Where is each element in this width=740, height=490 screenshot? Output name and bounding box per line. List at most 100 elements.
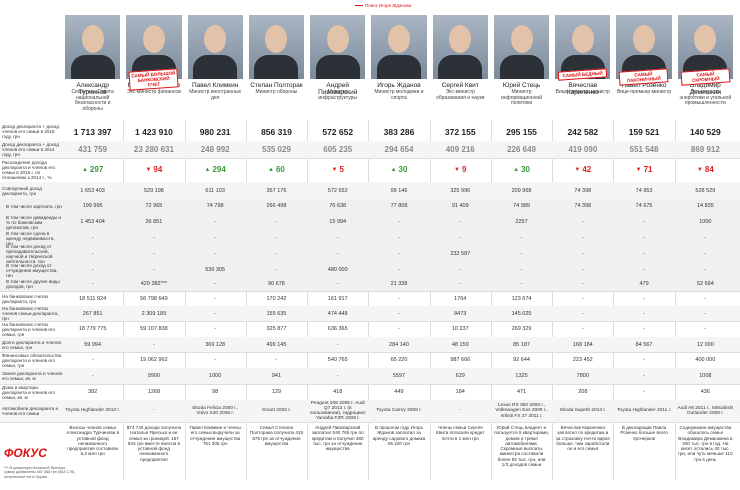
photo-head	[633, 25, 656, 53]
trend-value: 297	[89, 165, 104, 174]
cell: 419 090	[568, 144, 598, 154]
cell: 74 675	[635, 203, 653, 209]
trend-value: 5	[339, 165, 344, 174]
photo-head	[204, 25, 227, 53]
cell: 21 338	[390, 281, 408, 287]
cell: 1000	[209, 373, 222, 379]
cell: -	[275, 219, 278, 225]
row-band	[0, 337, 740, 352]
row-rule	[0, 276, 740, 277]
photo-body	[499, 55, 544, 79]
trend-cell: ▼ 84	[675, 158, 736, 182]
cell: 295 155	[506, 126, 537, 137]
cell: 84 567	[635, 341, 653, 348]
cell: 325 877	[266, 326, 287, 332]
cell: -	[643, 389, 645, 395]
cell: -	[520, 235, 523, 241]
person-name: Игорь Жданов	[377, 82, 421, 89]
cell: -	[275, 235, 278, 241]
cell: 471	[516, 389, 527, 395]
cell: -	[643, 251, 645, 257]
person-title: Министр молодежи и спорта	[374, 89, 424, 101]
cell: 869 912	[690, 144, 720, 154]
note: $74 740 дохода получила Наталья Яресько …	[126, 425, 182, 462]
cell: -	[643, 219, 645, 225]
photo-head	[265, 25, 288, 53]
cell: -	[398, 326, 400, 332]
cell: -	[643, 326, 645, 332]
cell: -	[459, 408, 462, 414]
photo-head	[387, 25, 410, 53]
column-separator	[368, 120, 370, 480]
cell: -	[91, 357, 94, 363]
cell: 535 029	[261, 144, 291, 154]
row-label: На банковских счетах членов семьи деклар…	[2, 306, 59, 321]
row-rule	[0, 351, 740, 352]
person-title: Экс-министр энергетики и угольной промыш…	[679, 89, 732, 107]
person-title: Экс-министр финансов	[126, 89, 181, 95]
cell: 74 398	[574, 187, 592, 194]
photo-head	[571, 25, 594, 53]
person-name: Владимир Демишкин	[689, 82, 722, 96]
row-band	[0, 182, 740, 199]
person-title: Вице-премьер-министр	[555, 89, 610, 95]
cell: 429 382***	[140, 281, 168, 287]
trend-value: 84	[704, 165, 714, 174]
cell: 170 242	[266, 295, 287, 302]
person-name: Степан Полторак	[250, 82, 303, 89]
cell: -	[581, 251, 584, 257]
column-separator	[613, 120, 615, 480]
row-rule	[0, 421, 740, 422]
cell: 529 198	[143, 187, 164, 194]
row-band	[0, 141, 740, 158]
cell: -	[152, 341, 155, 348]
cell: 208	[578, 389, 588, 395]
row-rule	[0, 181, 740, 182]
row-label: Совокупный доход декларанта, грн	[2, 185, 42, 196]
person-name: Андрей Пивоварский	[318, 82, 358, 96]
cell: 26 851	[145, 219, 163, 225]
cell: -	[520, 251, 523, 257]
row-label: Дома и квартиры декларанта и членов его …	[2, 384, 56, 400]
cell: 383 286	[383, 126, 415, 137]
trend-cell: ▼ 9	[430, 158, 491, 182]
row-rule	[0, 140, 740, 141]
person-title: Вице-премьер-министр	[616, 89, 672, 95]
column-separator	[429, 120, 431, 480]
note: В декларации Павла Розенко больше всего …	[620, 425, 668, 441]
trend-cell: ▼ 42	[552, 158, 613, 182]
cell: -	[520, 281, 523, 287]
row-rule	[0, 320, 740, 321]
person-title: Экс-министр образования и науки	[436, 89, 485, 101]
cell: -	[152, 267, 155, 273]
cell: -	[336, 373, 339, 379]
cell: Audi A6 2011 г., Mitsubishi Outlander 20…	[677, 405, 734, 416]
cell: 449	[394, 389, 404, 395]
trend-arrow: ▲	[390, 167, 397, 173]
cell: -	[704, 235, 707, 241]
row-label: Финансовые обязательства декларанта и чл…	[2, 352, 62, 368]
cell: 161 917	[327, 295, 348, 302]
person-name: Вячеслав Кириленко	[566, 82, 599, 96]
cell: 9900	[147, 373, 161, 379]
row-band	[0, 368, 740, 384]
cell: 1 653 403	[80, 187, 105, 194]
trend-cell: ▼ 94	[123, 158, 184, 182]
photo-body	[376, 55, 421, 79]
person-title: Министр информационной политики	[501, 89, 543, 107]
cell: 474 448	[327, 310, 348, 317]
cell: -	[520, 267, 523, 273]
row-rule	[0, 336, 740, 337]
photo-head	[694, 25, 717, 53]
cell: 1000	[699, 219, 712, 225]
cell: 145 025	[511, 310, 532, 317]
cell: 76 638	[329, 203, 347, 209]
cell: 223 452	[572, 357, 593, 363]
cell: -	[214, 357, 217, 363]
cell: Smart 2002 г.	[262, 408, 291, 414]
cell: 369 128	[205, 341, 226, 348]
row-label: На банковских счетах декларанта и членов…	[2, 321, 56, 337]
photo	[432, 15, 488, 79]
note: Взносы членов семьи Александра Турчинова…	[66, 425, 120, 457]
trend-arrow: ▼	[145, 167, 152, 173]
